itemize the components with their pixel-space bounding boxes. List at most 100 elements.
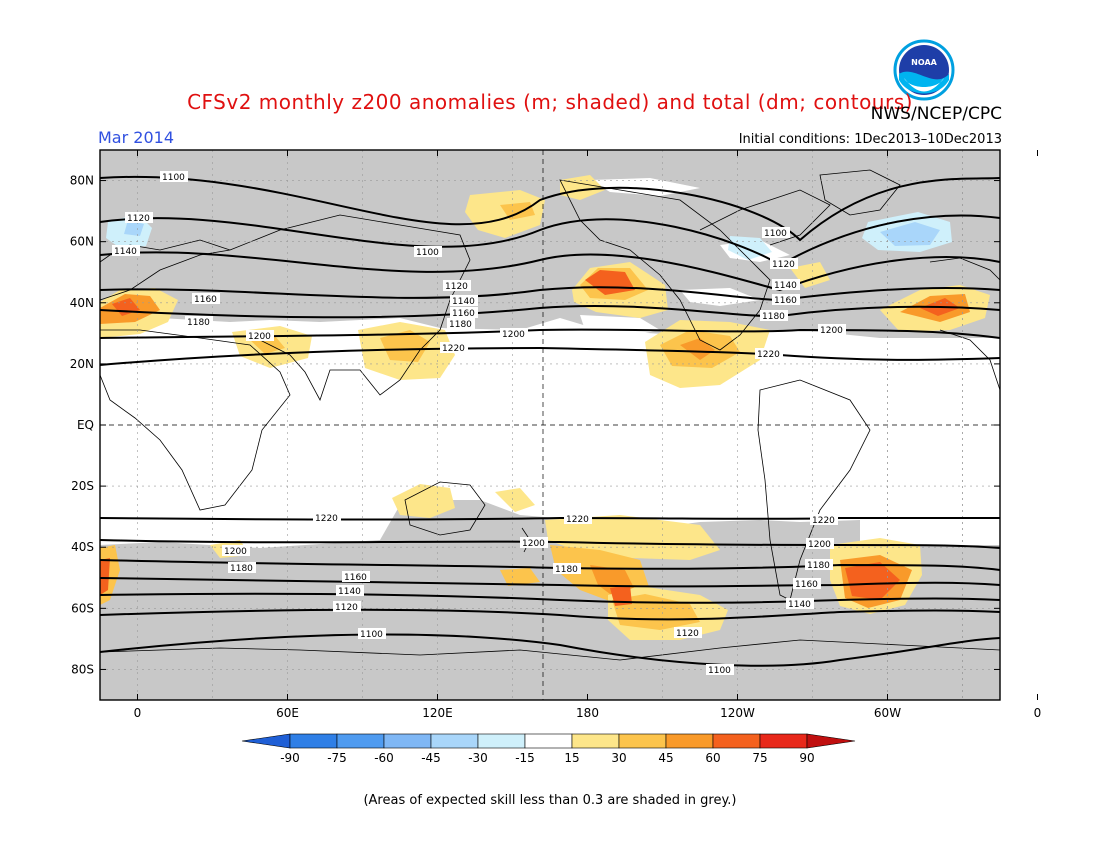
contour-label: 1100 bbox=[764, 229, 787, 239]
contour-1180-nh bbox=[99, 304, 1001, 319]
contour-label: 1200 bbox=[248, 332, 271, 342]
colorbar-arrow-high bbox=[806, 733, 856, 749]
lat-label: 20S bbox=[71, 479, 94, 493]
contour-labels: 1100 1120 1140 1160 1180 1200 1100 1120 … bbox=[112, 171, 846, 676]
colorbar-box bbox=[524, 733, 573, 749]
contour-label: 1200 bbox=[224, 547, 247, 557]
contour-label: 1220 bbox=[757, 350, 780, 360]
contour-label: 1160 bbox=[344, 573, 367, 583]
contour-label: 1160 bbox=[774, 296, 797, 306]
contour-1120-nh bbox=[99, 214, 1001, 267]
contour-label: 1120 bbox=[445, 282, 468, 292]
colorbar-box bbox=[618, 733, 667, 749]
contour-label: 1100 bbox=[708, 666, 731, 676]
colorbar-box bbox=[759, 733, 808, 749]
contour-label: 1140 bbox=[452, 297, 475, 307]
positive-anomaly bbox=[392, 484, 455, 518]
colorbar-box bbox=[712, 733, 761, 749]
logo-text: NOAA bbox=[911, 58, 937, 67]
contour-label: 1180 bbox=[230, 564, 253, 574]
colorbar-box bbox=[477, 733, 526, 749]
positive-anomaly bbox=[610, 585, 632, 606]
contour-label: 1100 bbox=[360, 630, 383, 640]
colorbar-label: 60 bbox=[705, 751, 720, 765]
contour-label: 1160 bbox=[795, 580, 818, 590]
initial-conditions: Initial conditions: 1Dec2013–10Dec2013 bbox=[738, 132, 1002, 147]
colorbar-box bbox=[289, 733, 338, 749]
logo-wave bbox=[899, 71, 949, 94]
negative-anomaly bbox=[124, 220, 144, 236]
lat-label: 20N bbox=[70, 357, 94, 371]
colorbar-label: 45 bbox=[658, 751, 673, 765]
positive-anomaly bbox=[845, 562, 900, 600]
contour-1140-nh bbox=[99, 251, 1001, 292]
contour-1120-sh bbox=[99, 608, 1001, 621]
contour-label: 1220 bbox=[442, 344, 465, 354]
positive-anomaly bbox=[585, 270, 635, 295]
negative-anomaly bbox=[880, 222, 940, 246]
contour-label: 1180 bbox=[807, 561, 830, 571]
month-label: Mar 2014 bbox=[98, 128, 174, 147]
contour-1140-sh bbox=[99, 592, 1001, 604]
height-contours bbox=[99, 175, 1001, 667]
colorbar-label: 75 bbox=[752, 751, 767, 765]
lon-label: 120E bbox=[422, 706, 453, 720]
contour-1100-sh bbox=[99, 633, 1001, 667]
positive-anomaly bbox=[500, 568, 540, 586]
grey-region-north bbox=[100, 150, 1000, 338]
contour-label: 1140 bbox=[338, 587, 361, 597]
lon-label: 0 bbox=[1034, 706, 1042, 720]
colorbar-label: -90 bbox=[280, 751, 300, 765]
positive-anomaly bbox=[465, 190, 545, 238]
contour-label: 1220 bbox=[315, 514, 338, 524]
axis-ticks: 80N 60N 40N 20N EQ 20S 40S 60S 80S 0 60E 120E 180 120… bbox=[70, 150, 1042, 720]
contour-label: 1120 bbox=[772, 260, 795, 270]
map-grid bbox=[100, 150, 1000, 700]
contour-1100-nh bbox=[99, 175, 1001, 242]
lat-label: 40N bbox=[70, 296, 94, 310]
contour-label: 1140 bbox=[788, 600, 811, 610]
contour-1160-nh bbox=[99, 286, 1001, 302]
lat-label: 60S bbox=[71, 601, 94, 615]
contour-label: 1200 bbox=[502, 330, 525, 340]
contour-label: 1180 bbox=[187, 318, 210, 328]
contour-1200-sh bbox=[99, 539, 1001, 549]
contour-label: 1180 bbox=[762, 312, 785, 322]
lat-label: 60N bbox=[70, 235, 94, 249]
lon-label: 0 bbox=[134, 706, 142, 720]
lat-label: EQ bbox=[77, 418, 94, 432]
contour-label: 1120 bbox=[127, 214, 150, 224]
logo-bird bbox=[904, 78, 944, 92]
positive-anomaly bbox=[500, 202, 535, 220]
contour-label: 1140 bbox=[774, 281, 797, 291]
contour-label: 1160 bbox=[452, 309, 475, 319]
colorbar-label: 30 bbox=[611, 751, 626, 765]
contour-label: 1100 bbox=[416, 248, 439, 258]
colorbar-label: 90 bbox=[799, 751, 814, 765]
anomaly-shading bbox=[100, 150, 1000, 700]
positive-anomaly bbox=[545, 515, 720, 560]
footnote: (Areas of expected skill less than 0.3 a… bbox=[363, 793, 737, 808]
contour-label: 1200 bbox=[820, 326, 843, 336]
coastlines bbox=[99, 169, 1001, 661]
contour-label: 1180 bbox=[449, 320, 472, 330]
contour-1200-nh bbox=[99, 328, 1001, 339]
contour-label: 1120 bbox=[676, 629, 699, 639]
contour-label: 1100 bbox=[162, 173, 185, 183]
contour-label: 1120 bbox=[335, 603, 358, 613]
positive-anomaly bbox=[100, 558, 110, 595]
colorbar: -90 -75 -60 -45 -30 -15 15 30 45 60 75 90 bbox=[241, 733, 856, 765]
contour-label: 1200 bbox=[808, 540, 831, 550]
lat-label: 80N bbox=[70, 174, 94, 188]
lon-label: 180 bbox=[576, 706, 599, 720]
noaa-logo: NOAA bbox=[893, 39, 955, 101]
lat-label: 80S bbox=[71, 662, 94, 676]
chart-title: CFSv2 monthly z200 anomalies (m; shaded)… bbox=[187, 90, 913, 114]
lat-label: 40S bbox=[71, 540, 94, 554]
contour-1180-sh bbox=[99, 559, 1001, 571]
lon-label: 60E bbox=[276, 706, 299, 720]
colorbar-label: -60 bbox=[374, 751, 394, 765]
contour-1220-nh bbox=[99, 346, 1001, 366]
colorbar-box bbox=[336, 733, 385, 749]
